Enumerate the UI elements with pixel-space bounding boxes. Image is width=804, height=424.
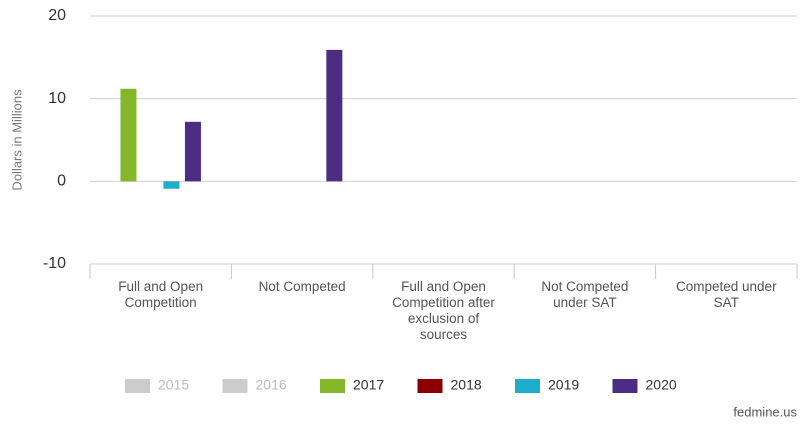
legend-swatch [515,379,540,393]
x-tick-label: Full and Open Competition [118,279,204,310]
legend-swatch [612,379,638,393]
y-tick-label: -10 [43,255,66,272]
x-tick-label: Full and Open Competition after exclusio… [392,279,495,342]
y-tick-label: 0 [57,173,66,190]
x-tick-label: Not Competed under SAT [541,279,629,310]
legend-swatch [417,379,443,393]
source: fedmine.us [733,404,797,419]
y-tick-label: 20 [48,7,66,24]
legend-label: 2020 [646,377,677,393]
y-axis-title: Dollars in Millions [9,89,24,191]
bar [184,121,201,182]
legend-label: 2015 [158,377,189,393]
y-tick-label: 10 [48,90,66,107]
legend-label: 2016 [256,377,287,393]
x-tick-label: Competed under SAT [676,279,777,310]
bar [163,181,180,189]
legend-swatch [222,379,248,393]
legend-label: 2019 [548,377,579,393]
bar [120,88,137,182]
legend-label: 2018 [451,377,482,393]
x-tick-label: Not Competed [258,279,346,294]
legend-swatch [125,379,150,393]
bar [326,49,343,182]
legend-label: 2017 [353,377,384,393]
legend-swatch [320,379,345,393]
